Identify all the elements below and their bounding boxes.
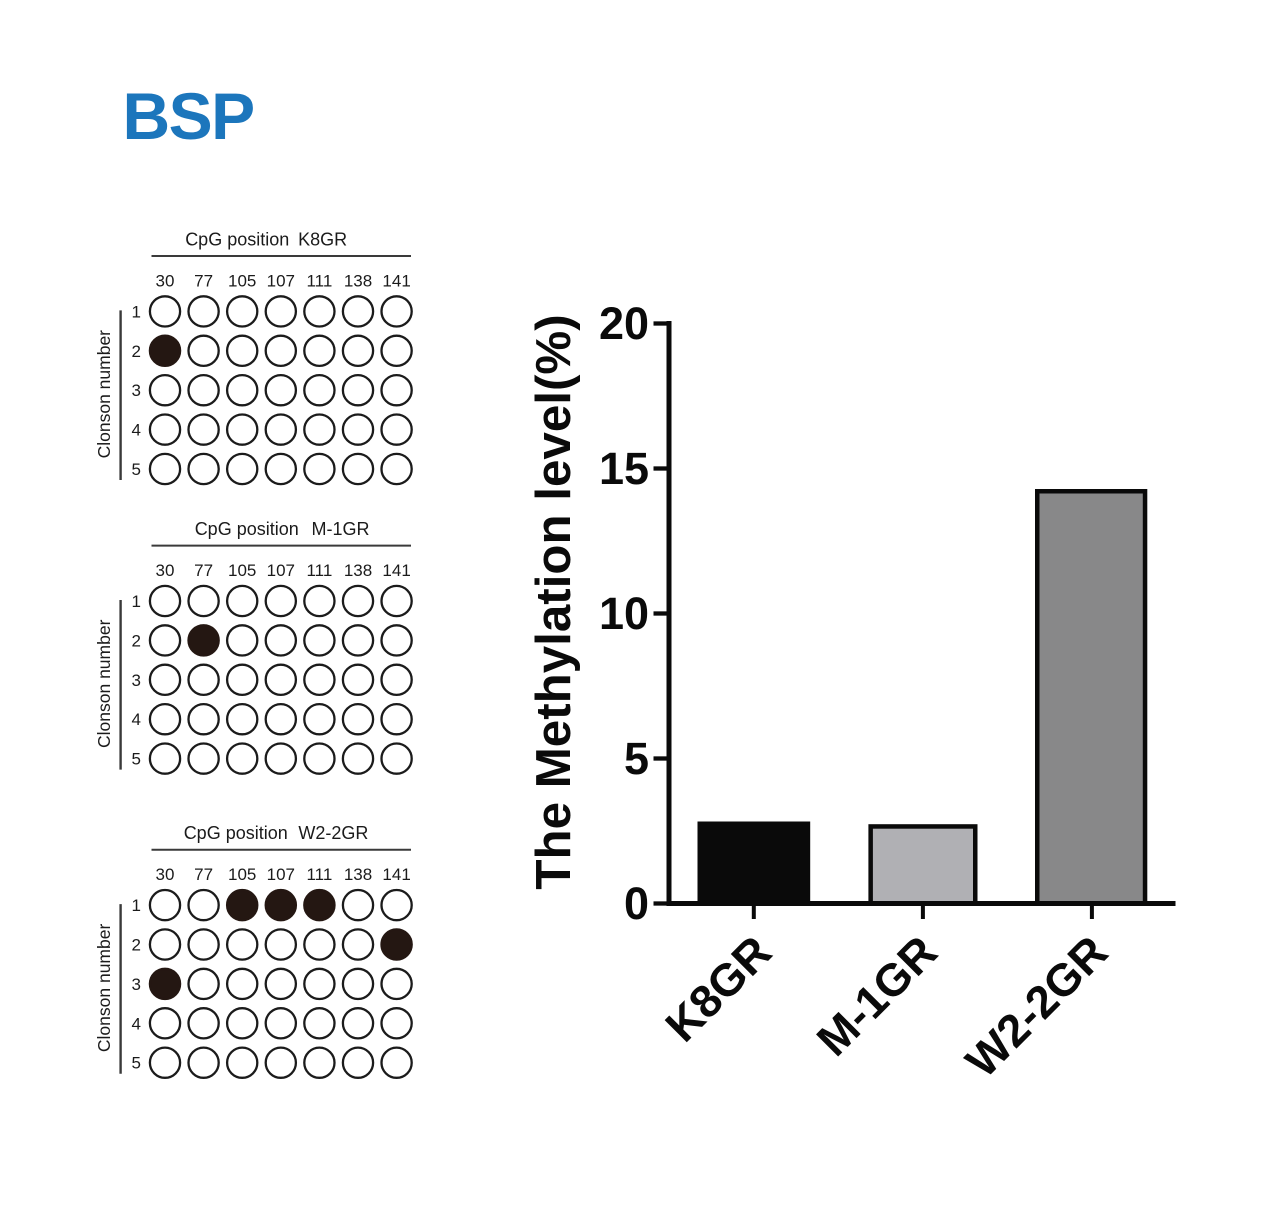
svg-text:30: 30 [156,271,175,290]
svg-text:CpG position: CpG position [195,519,299,539]
svg-text:0: 0 [624,878,649,929]
svg-text:3: 3 [132,381,141,400]
svg-text:5: 5 [624,733,649,784]
svg-text:107: 107 [267,865,295,884]
svg-text:77: 77 [194,865,213,884]
svg-text:141: 141 [382,271,410,290]
svg-text:1: 1 [132,592,141,611]
svg-text:2: 2 [132,631,141,650]
svg-text:111: 111 [306,561,332,580]
svg-text:105: 105 [228,271,256,290]
svg-text:111: 111 [306,865,332,884]
svg-text:20: 20 [599,298,649,349]
svg-text:1: 1 [132,896,141,915]
svg-text:5: 5 [132,1054,141,1073]
svg-text:The Methylation level(%): The Methylation level(%) [526,314,581,889]
svg-text:3: 3 [132,975,141,994]
svg-text:10: 10 [599,588,649,639]
svg-text:3: 3 [132,671,141,690]
svg-text:1: 1 [132,302,141,321]
svg-text:2: 2 [132,936,141,955]
svg-text:30: 30 [156,561,175,580]
svg-text:141: 141 [382,865,410,884]
svg-text:77: 77 [194,561,213,580]
svg-text:107: 107 [267,561,295,580]
svg-text:5: 5 [132,750,141,769]
svg-text:105: 105 [228,561,256,580]
svg-text:105: 105 [228,865,256,884]
svg-text:4: 4 [132,710,141,729]
svg-text:Clonson number: Clonson number [94,619,114,748]
svg-text:107: 107 [267,271,295,290]
svg-text:CpG position: CpG position [184,823,288,843]
svg-text:141: 141 [382,561,410,580]
svg-text:138: 138 [344,561,372,580]
svg-text:CpG position: CpG position [185,229,289,249]
svg-text:W2-2GR: W2-2GR [298,823,368,843]
svg-text:15: 15 [599,443,649,494]
svg-text:K8GR: K8GR [298,229,347,249]
svg-text:138: 138 [344,271,372,290]
svg-text:Clonson number: Clonson number [94,924,114,1053]
svg-text:138: 138 [344,865,372,884]
svg-text:30: 30 [156,865,175,884]
svg-text:77: 77 [194,271,213,290]
svg-text:4: 4 [132,1014,141,1033]
svg-text:4: 4 [132,421,141,440]
svg-text:2: 2 [132,342,141,361]
svg-text:Clonson number: Clonson number [94,330,114,459]
svg-text:M-1GR: M-1GR [312,519,370,539]
svg-text:BSP: BSP [123,79,254,153]
svg-text:111: 111 [306,271,332,290]
svg-text:5: 5 [132,460,141,479]
